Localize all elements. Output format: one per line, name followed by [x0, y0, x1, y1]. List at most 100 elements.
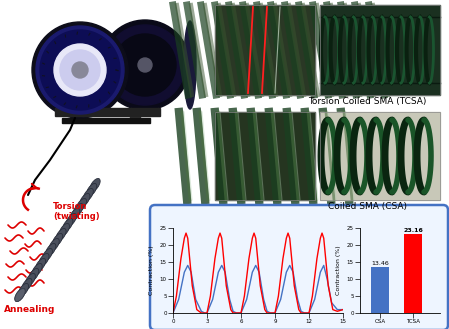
Circle shape: [138, 58, 152, 72]
TCSA: [202, 311, 207, 315]
TCSA: [212, 257, 218, 261]
CSA: [329, 301, 335, 305]
Circle shape: [40, 30, 120, 110]
TCSA: [217, 231, 223, 235]
TCSA: [182, 236, 187, 240]
Ellipse shape: [56, 228, 66, 241]
CSA: [202, 311, 207, 315]
CSA: [264, 309, 270, 313]
Line: CSA: CSA: [173, 266, 343, 313]
Ellipse shape: [90, 178, 100, 191]
CSA: [244, 297, 249, 301]
CSA: [306, 311, 312, 315]
TCSA: [280, 257, 286, 261]
Ellipse shape: [28, 268, 39, 282]
CSA: [272, 311, 277, 315]
TCSA: [194, 308, 199, 312]
CSA: [222, 270, 228, 274]
Ellipse shape: [15, 289, 25, 301]
CSA: [278, 297, 283, 301]
Circle shape: [32, 22, 128, 118]
TCSA: [268, 311, 273, 315]
TCSA: [185, 236, 190, 240]
Bar: [215, 5, 315, 95]
Bar: [404, 234, 423, 313]
TCSA: [335, 309, 340, 313]
CSA: [253, 264, 259, 267]
CSA: [210, 297, 216, 301]
TCSA: [330, 308, 335, 312]
CSA: [219, 264, 224, 267]
TCSA: [228, 308, 233, 312]
CSA: [325, 277, 330, 281]
Circle shape: [100, 20, 190, 110]
CSA: [193, 297, 198, 301]
Bar: [55, 108, 160, 116]
Circle shape: [36, 26, 124, 114]
Text: Torsion Coiled SMA (TCSA): Torsion Coiled SMA (TCSA): [308, 97, 427, 106]
TCSA: [216, 236, 221, 240]
Ellipse shape: [59, 223, 70, 237]
CSA: [227, 297, 233, 301]
CSA: [230, 309, 236, 313]
Ellipse shape: [184, 21, 196, 109]
Ellipse shape: [15, 289, 25, 301]
TCSA: [321, 236, 326, 240]
TCSA: [183, 231, 189, 235]
TCSA: [258, 284, 263, 288]
CSA: [216, 270, 221, 274]
Ellipse shape: [70, 209, 80, 221]
CSA: [234, 311, 239, 315]
Ellipse shape: [39, 253, 49, 266]
CSA: [185, 264, 190, 267]
CSA: [268, 311, 273, 315]
TCSA: [287, 236, 292, 240]
TCSA: [310, 294, 315, 298]
CSA: [321, 264, 326, 267]
CSA: [250, 270, 255, 274]
Line: TCSA: TCSA: [173, 233, 343, 313]
TCSA: [170, 311, 176, 315]
TCSA: [246, 257, 251, 261]
TCSA: [234, 311, 239, 315]
TCSA: [219, 236, 224, 240]
Circle shape: [114, 34, 176, 96]
Bar: [371, 267, 389, 313]
Bar: [320, 5, 440, 95]
TCSA: [302, 311, 307, 315]
Bar: [70, 112, 80, 122]
TCSA: [314, 257, 320, 261]
CSA: [176, 297, 181, 301]
TCSA: [306, 311, 312, 315]
TCSA: [208, 294, 213, 298]
TCSA: [299, 311, 304, 315]
Text: Coiled SMA (CSA): Coiled SMA (CSA): [328, 202, 407, 211]
CSA: [312, 297, 317, 301]
Ellipse shape: [18, 284, 29, 296]
Text: Annealing: Annealing: [4, 305, 55, 314]
TCSA: [238, 311, 244, 315]
Bar: [130, 112, 140, 122]
TCSA: [224, 284, 229, 288]
CSA: [317, 270, 323, 274]
CSA: [284, 270, 289, 274]
Ellipse shape: [62, 218, 73, 232]
TCSA: [317, 236, 323, 240]
Y-axis label: Contraction (%): Contraction (%): [336, 246, 341, 295]
CSA: [189, 270, 194, 274]
TCSA: [276, 294, 281, 298]
Ellipse shape: [45, 243, 56, 257]
TCSA: [178, 257, 184, 261]
Bar: [215, 112, 315, 200]
CSA: [182, 270, 187, 274]
Ellipse shape: [79, 193, 90, 207]
TCSA: [319, 231, 325, 235]
Bar: [62, 118, 150, 123]
CSA: [261, 297, 266, 301]
TCSA: [340, 308, 346, 312]
CSA: [340, 308, 346, 312]
TCSA: [284, 236, 289, 240]
Bar: [215, 112, 315, 200]
Ellipse shape: [76, 198, 87, 212]
CSA: [299, 309, 304, 313]
